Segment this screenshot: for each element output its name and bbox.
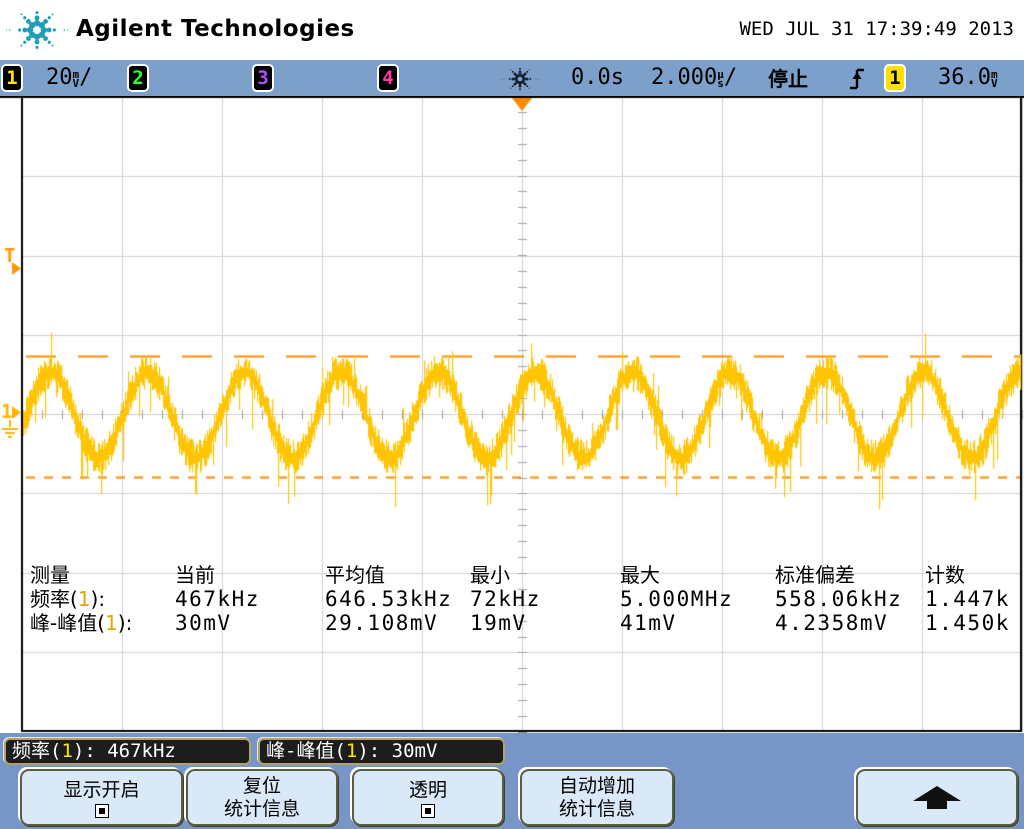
softkey-label: 复位 bbox=[242, 774, 281, 797]
meas-value: 41mV bbox=[620, 611, 677, 635]
measurement-table: 测量 当前 平均值 最小 最大 标准偏差 计数 频率(1): 467kHz 64… bbox=[0, 563, 1024, 635]
meas-value: 4.2358mV bbox=[775, 611, 889, 635]
softkey-auto-increment-statistics[interactable]: 自动增加 统计信息 bbox=[520, 769, 674, 826]
header: Agilent Technologies WED JUL 31 17:39:49… bbox=[0, 0, 1024, 60]
softkey-label: 透明 bbox=[408, 778, 447, 801]
up-arrow-icon bbox=[913, 785, 961, 809]
meas-value: 19mV bbox=[470, 611, 527, 635]
checkbox-checked-icon bbox=[422, 804, 434, 817]
meas-header-cell: 最小 bbox=[470, 563, 510, 587]
softkey-label: 显示开启 bbox=[63, 778, 140, 801]
channel-1-scale: 20 m V / bbox=[46, 65, 92, 91]
channel-2-badge: 2 bbox=[127, 64, 149, 92]
bottom-bar: 频率(1): 467kHz 峰-峰值(1): 30mV 显示开启 复位 统计信息… bbox=[0, 733, 1024, 829]
channel-1-source: 1 bbox=[77, 587, 91, 611]
trigger-level-readout: 36.0 m V bbox=[938, 65, 998, 91]
softkey-label: 统计信息 bbox=[223, 797, 300, 820]
run-state-label: 停止 bbox=[768, 67, 808, 91]
softkey-label: 自动增加 bbox=[558, 774, 635, 797]
trigger-level-value: 36.0 bbox=[938, 65, 991, 90]
meas-value: 467kHz bbox=[175, 587, 260, 611]
checkbox-checked-icon bbox=[95, 804, 108, 817]
meas-header-cell: 平均值 bbox=[325, 563, 385, 587]
delay-readout: 0.0s bbox=[571, 65, 624, 90]
datetime-display: WED JUL 31 17:39:49 2013 bbox=[739, 18, 1014, 40]
meas-row-label-frequency: 频率(1): bbox=[30, 587, 106, 611]
channel-4-badge: 4 bbox=[377, 64, 399, 92]
meas-value: 646.53kHz bbox=[325, 587, 453, 611]
meas-header-cell: 当前 bbox=[175, 563, 215, 587]
softkey-display-on[interactable]: 显示开启 bbox=[20, 769, 183, 826]
channel-1-source: 1 bbox=[105, 611, 118, 635]
brand-title: Agilent Technologies bbox=[76, 16, 355, 42]
channel-1-badge: 1 bbox=[1, 64, 23, 92]
scope-display: 测量 当前 平均值 最小 最大 标准偏差 计数 频率(1): 467kHz 64… bbox=[0, 96, 1024, 733]
agilent-logo-icon bbox=[6, 11, 68, 49]
agilent-spark-icon bbox=[501, 67, 539, 91]
softkey-reset-statistics[interactable]: 复位 统计信息 bbox=[186, 769, 338, 826]
timebase-value: 2.000 bbox=[651, 65, 718, 90]
status-bar: 1 20 m V/ 2 3 4 0.0s 2.000 µ s / 停止 1 36.0 m V bbox=[0, 60, 1024, 96]
meas-value: 5.000MHz bbox=[620, 587, 734, 611]
meas-value: 30mV bbox=[175, 611, 232, 635]
meas-header-cell: 标准偏差 bbox=[775, 563, 855, 587]
waveform-canvas bbox=[0, 96, 1024, 733]
meas-header-cell: 计数 bbox=[925, 563, 965, 587]
channel-3-badge: 3 bbox=[252, 64, 274, 92]
meas-header-cell: 最大 bbox=[620, 563, 660, 587]
trigger-source-badge: 1 bbox=[884, 64, 906, 92]
ch1-scale-value: 20 bbox=[46, 65, 73, 90]
meas-value: 558.06kHz bbox=[775, 587, 903, 611]
channel-1-source: 1 bbox=[61, 740, 73, 762]
meas-value: 29.108mV bbox=[325, 611, 439, 635]
rising-edge-trigger-icon bbox=[850, 68, 864, 90]
timebase-readout: 2.000 µ s / bbox=[651, 65, 737, 91]
softkey-label: 统计信息 bbox=[558, 797, 635, 820]
per-div-slash: / bbox=[79, 65, 93, 90]
meas-header-cell: 测量 bbox=[30, 563, 70, 587]
channel-1-source: 1 bbox=[345, 740, 358, 762]
softkey-transparent[interactable]: 透明 bbox=[352, 769, 504, 826]
meas-value: 72kHz bbox=[470, 587, 541, 611]
meas-row-label-peak-to-peak: 峰-峰值(1): bbox=[30, 611, 133, 635]
tab-frequency-measurement[interactable]: 频率(1): 467kHz bbox=[4, 738, 251, 765]
softkey-back-up-arrow[interactable] bbox=[856, 769, 1018, 826]
meas-value: 1.450k bbox=[925, 611, 1010, 635]
tab-peak-to-peak-measurement[interactable]: 峰-峰值(1): 30mV bbox=[258, 738, 505, 765]
per-div-slash: / bbox=[723, 65, 738, 90]
meas-value: 1.447k bbox=[925, 587, 1010, 611]
